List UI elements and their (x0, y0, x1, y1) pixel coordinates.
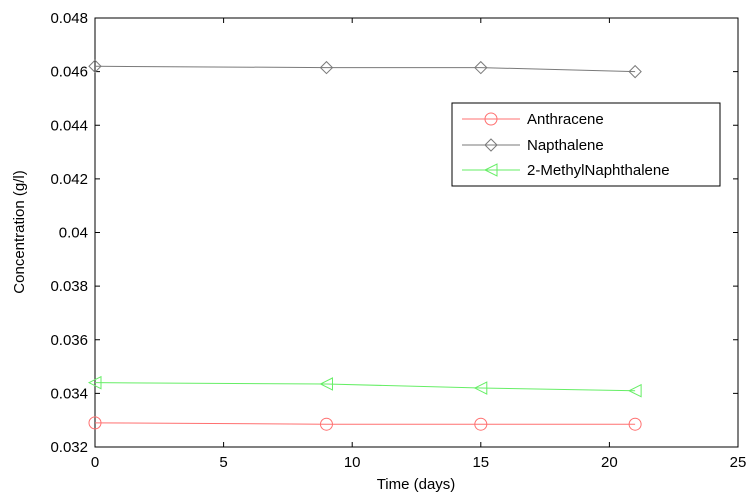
triangle-left-marker (483, 163, 498, 177)
plot-area (94, 17, 739, 448)
legend-label: 2-MethylNaphthalene (527, 162, 670, 179)
y-tick-label: 0.046 (50, 64, 88, 81)
series-line (94, 422, 636, 425)
x-tick-label: 0 (91, 454, 99, 471)
diamond-marker (88, 59, 102, 73)
y-axis: 0.032 0.034 0.036 0.038 0.04 0.042 0.044 0.046 0… (50, 10, 738, 456)
circle-marker (319, 417, 333, 431)
circle-marker (474, 417, 488, 431)
x-tick-label: 5 (219, 454, 227, 471)
triangle-left-marker (319, 377, 333, 391)
series-line (94, 382, 636, 392)
x-tick-label: 20 (601, 454, 618, 471)
series-circle (88, 416, 642, 431)
x-axis-label: Time (days) (377, 476, 456, 492)
plot-frame (94, 17, 739, 448)
x-tick-label: 15 (472, 454, 489, 471)
y-axis-label: Concentration (g/l) (11, 170, 28, 293)
legend: Anthracene Napthalene 2-MethylNaphthalene (451, 102, 721, 187)
x-tick-label: 25 (730, 454, 747, 471)
series-triangle-left (87, 375, 642, 398)
y-tick-label: 0.04 (59, 225, 88, 242)
series-line (94, 65, 636, 73)
circle-marker (88, 416, 102, 430)
triangle-left-marker (87, 375, 102, 390)
y-tick-label: 0.032 (50, 439, 88, 456)
diamond-marker (628, 64, 642, 79)
triangle-left-marker (628, 383, 642, 398)
y-tick-label: 0.034 (50, 385, 88, 402)
circle-marker (484, 112, 498, 126)
y-tick-label: 0.038 (50, 278, 88, 295)
series-layer (87, 59, 642, 431)
y-tick-label: 0.048 (50, 10, 88, 27)
y-tick-label: 0.036 (50, 332, 88, 349)
diamond-marker (484, 138, 498, 152)
y-tick-label: 0.044 (50, 117, 88, 134)
circle-marker (628, 417, 642, 431)
triangle-left-marker (473, 381, 488, 395)
series-diamond (88, 59, 642, 79)
x-axis: 0 5 10 15 20 25 (91, 18, 747, 471)
diamond-marker (474, 60, 488, 75)
y-tick-label: 0.042 (50, 171, 88, 188)
x-tick-label: 10 (344, 454, 361, 471)
diamond-marker (319, 60, 334, 75)
legend-label: Napthalene (527, 137, 604, 154)
legend-label: Anthracene (527, 111, 604, 128)
